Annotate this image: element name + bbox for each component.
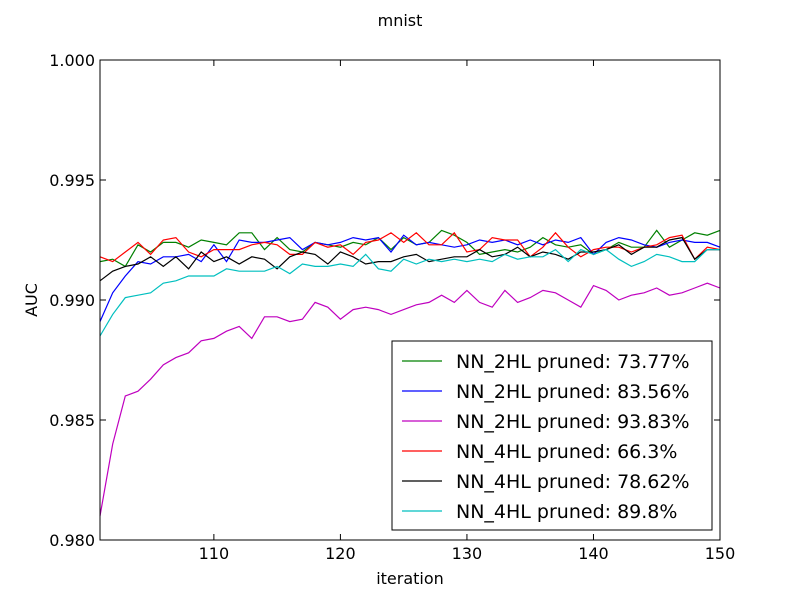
series-lines: [99, 229, 721, 517]
y-tick-label: 0.985: [49, 411, 95, 430]
chart-title: mnist: [378, 11, 423, 30]
series-line-5: [99, 248, 720, 337]
series-line-4: [99, 236, 720, 282]
y-tick-label: 0.990: [49, 291, 95, 310]
series-line-1: [99, 234, 721, 322]
x-tick-label: 110: [199, 544, 230, 563]
x-tick-label: 120: [325, 544, 356, 563]
x-tick-label: 140: [578, 544, 609, 563]
legend-box: [391, 340, 713, 531]
y-tick-label: 0.980: [49, 531, 95, 550]
legend-label: NN_4HL pruned: 66.3%: [456, 441, 677, 463]
plot-frame: [99, 59, 721, 541]
legend-label: NN_2HL pruned: 83.56%: [456, 381, 690, 403]
x-axis-label: iteration: [376, 569, 444, 588]
y-tick-label: 1.000: [49, 51, 95, 70]
legend-label: NN_2HL pruned: 73.77%: [456, 351, 690, 373]
legend-label: NN_2HL pruned: 93.83%: [456, 411, 690, 433]
legend-label: NN_4HL pruned: 78.62%: [456, 471, 690, 493]
series-line-3: [99, 231, 721, 263]
y-tick-label: 0.995: [49, 171, 95, 190]
series-line-2: [99, 282, 721, 517]
series-line-0: [99, 229, 721, 268]
legend: NN_2HL pruned: 73.77% NN_2HL pruned: 83.5…: [391, 340, 713, 531]
y-axis-label: AUC: [22, 283, 41, 317]
x-tick-label: 150: [705, 544, 736, 563]
x-tick-label: 130: [452, 544, 483, 563]
legend-label: NN_4HL pruned: 89.8%: [456, 501, 677, 523]
